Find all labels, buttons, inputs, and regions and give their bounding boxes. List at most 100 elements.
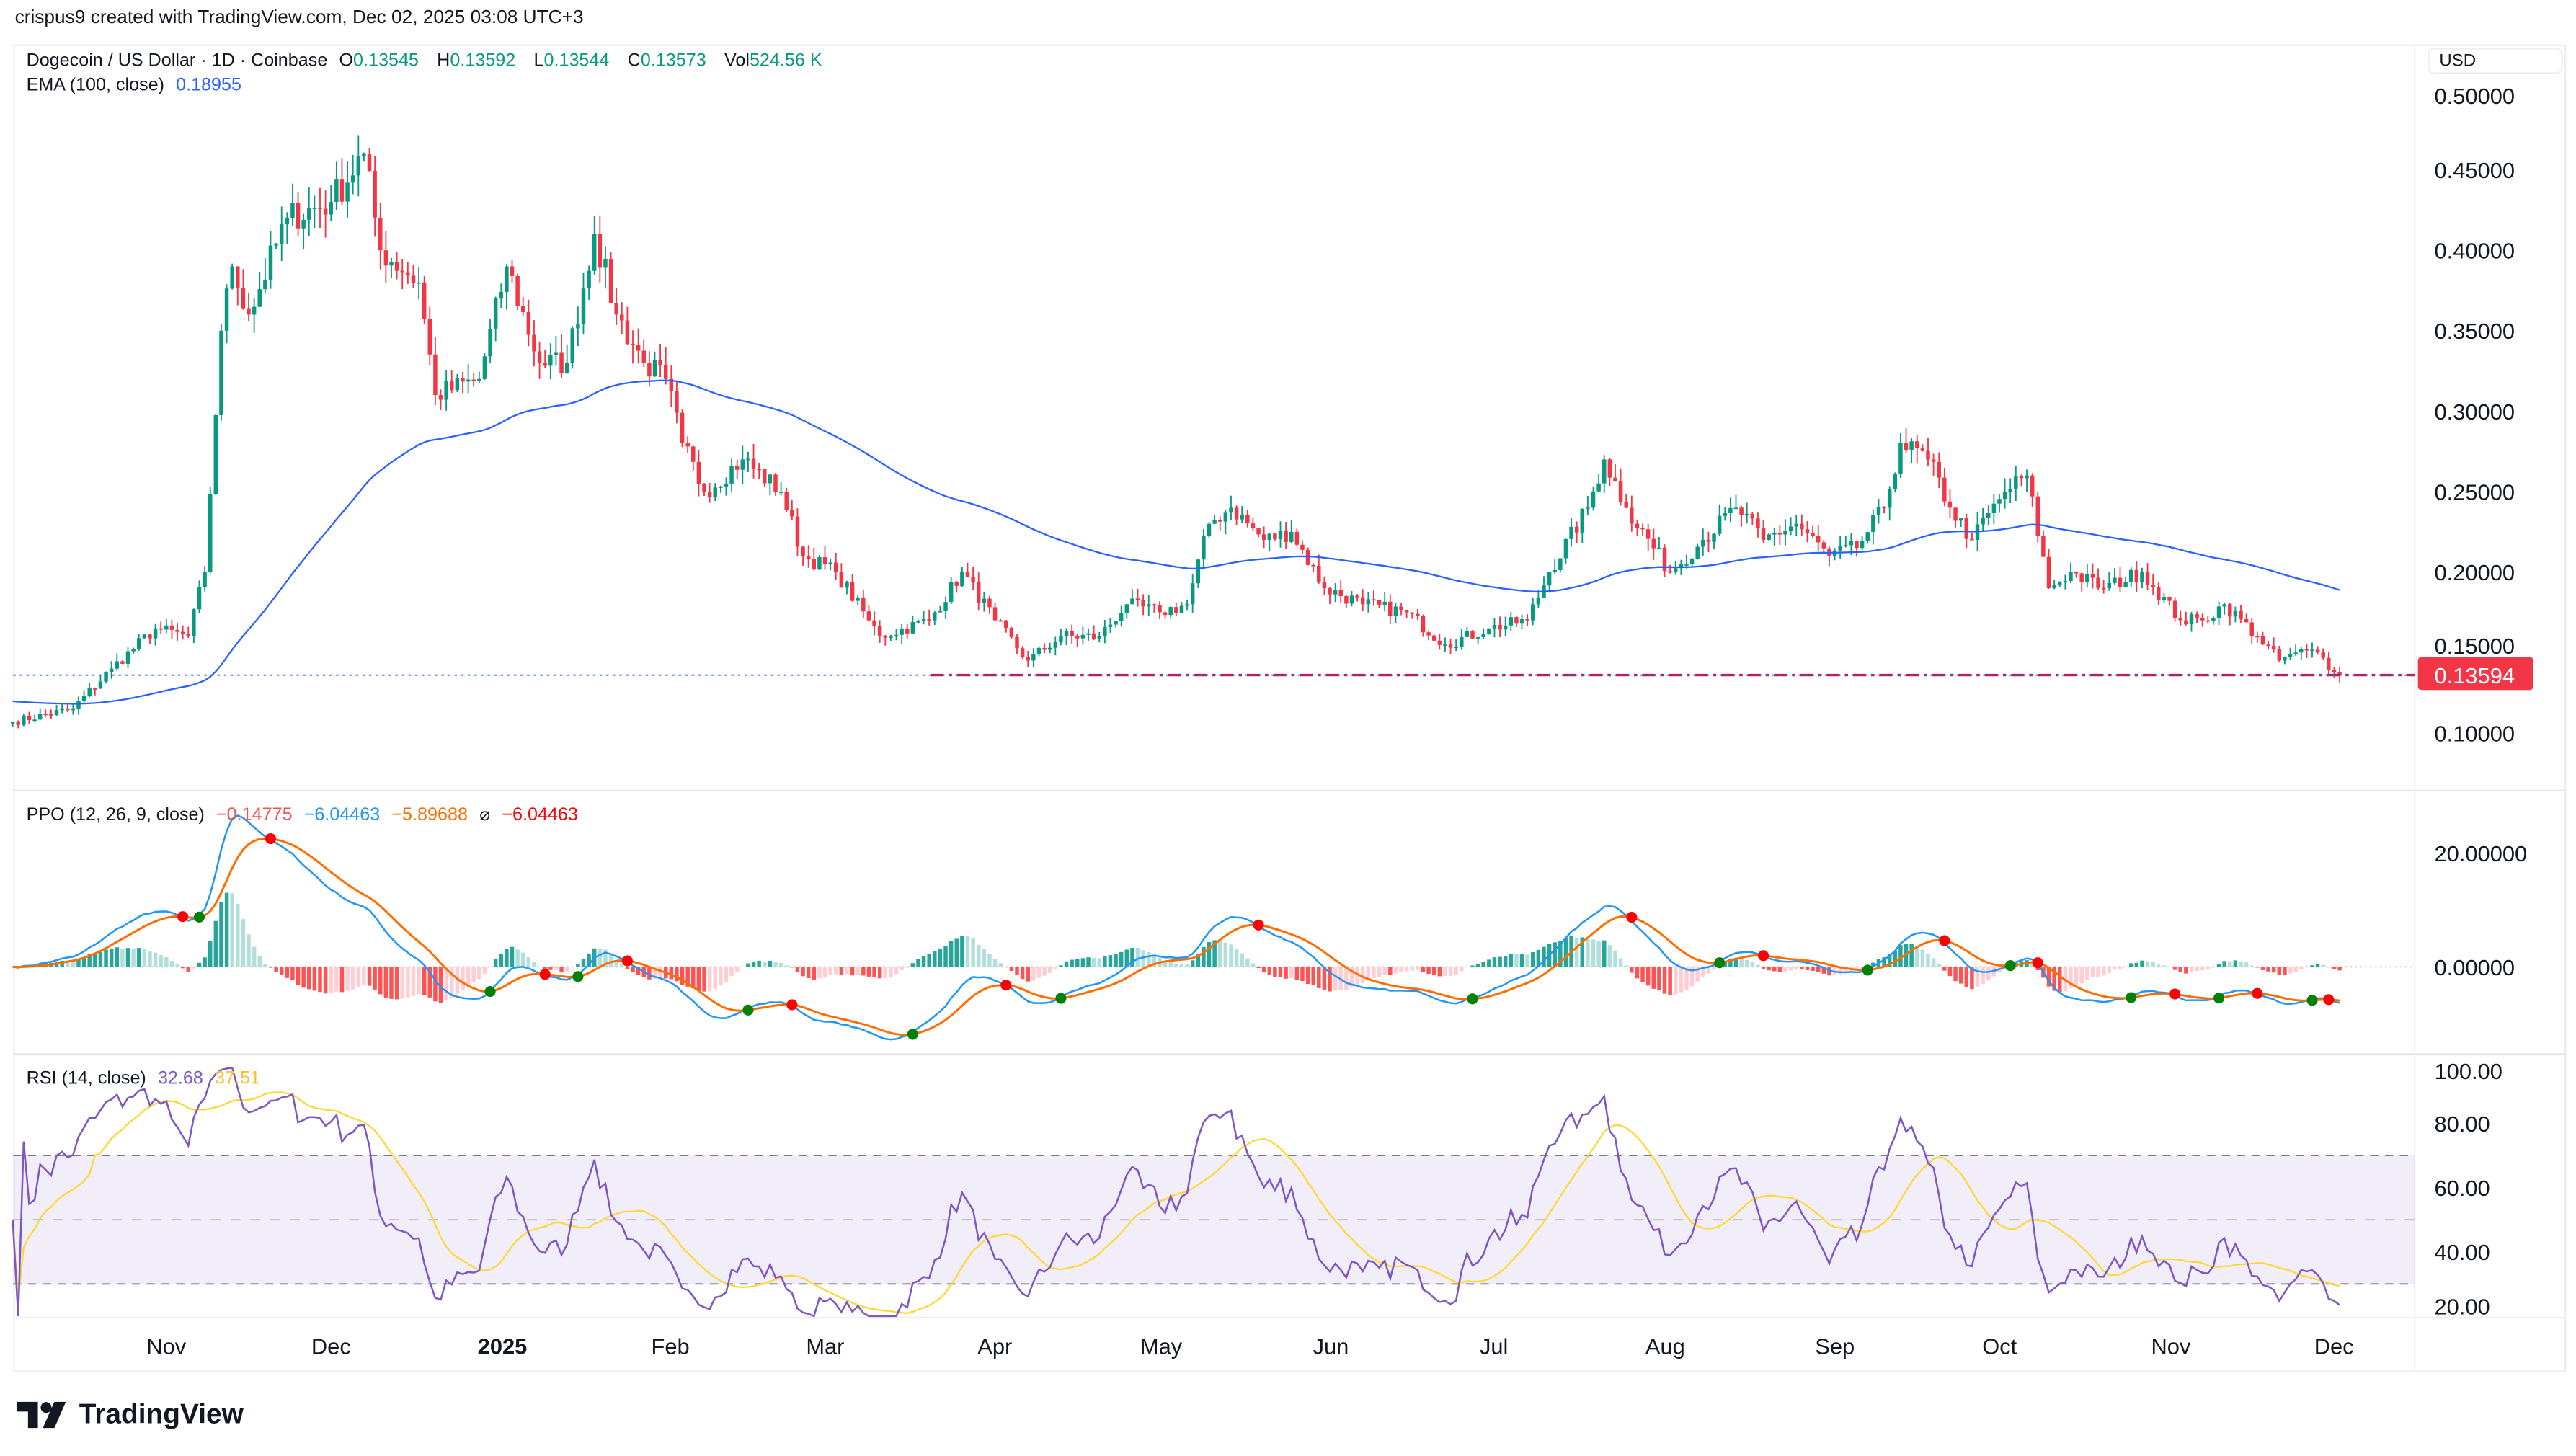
ppo-bullish-cross-marker — [193, 911, 205, 923]
ppo-hist-bar — [252, 946, 257, 967]
candle-body — [136, 638, 141, 649]
ppo-hist-bar — [2288, 967, 2293, 974]
ppo-hist-bar — [389, 967, 394, 999]
candle-body — [1431, 635, 1436, 641]
candle-body — [197, 587, 202, 610]
ppo-hist-bar — [1679, 967, 1684, 993]
ppo-hist-bar — [1388, 967, 1393, 976]
candle-body — [631, 344, 635, 345]
candle-body — [845, 582, 849, 588]
candle-body — [1015, 636, 1019, 649]
ppo-hist-bar — [450, 967, 454, 998]
ppo-hist-bar — [192, 967, 196, 969]
candle-body — [1876, 507, 1881, 515]
candle-body — [2151, 585, 2155, 587]
candle-body — [987, 598, 992, 608]
candle-body — [1574, 526, 1579, 533]
candle-body — [1196, 559, 1201, 584]
ppo-hist-bar — [2244, 962, 2249, 967]
ppo-hist-bar — [2113, 967, 2117, 970]
candle-body — [2315, 649, 2320, 653]
ppo-hist-bar — [98, 951, 103, 967]
candle-body — [192, 609, 196, 636]
ppo-hist-bar — [1651, 967, 1656, 989]
rsi-tick: 80.00 — [2435, 1111, 2490, 1137]
ppo-hist-bar — [1355, 967, 1359, 985]
candle-body — [1689, 559, 1695, 564]
ppo-hist-bar — [1607, 945, 1612, 967]
time-tick: Aug — [1645, 1333, 1685, 1359]
candle-body — [1553, 569, 1557, 572]
ppo-hist-bar — [1031, 967, 1036, 981]
candle-body — [2096, 577, 2100, 588]
candle-body — [213, 414, 218, 494]
time-tick: Nov — [2151, 1333, 2190, 1359]
ppo-hist-bar — [2315, 964, 2320, 967]
ppo-hist-bar — [2074, 967, 2079, 985]
candle-body — [2063, 581, 2068, 582]
ppo-hist-bar — [1811, 967, 1815, 971]
candle-body — [2008, 489, 2012, 492]
candle-body — [1514, 617, 1519, 624]
candle-body — [636, 345, 641, 351]
candle-body — [1234, 507, 1239, 520]
ppo-hist-bar — [987, 953, 992, 967]
ppo-hist-bar — [1349, 967, 1354, 987]
candle-body — [1487, 628, 1491, 635]
ppo-hist-bar — [2249, 965, 2254, 967]
tradingview-logo[interactable]: TradingView — [16, 1398, 244, 1431]
ppo-hist-bar — [691, 967, 696, 989]
ppo-hist-bar — [2184, 967, 2188, 974]
candle-body — [1218, 520, 1222, 522]
ppo-hist-bar — [1563, 938, 1568, 967]
candle-body — [1355, 595, 1359, 598]
candle-body — [570, 328, 575, 363]
rsi-legend[interactable]: RSI (14, close) 32.68 37.51 — [27, 1069, 267, 1088]
candle-body — [1684, 564, 1689, 566]
candle-body — [1909, 441, 1914, 450]
candle-body — [1031, 654, 1036, 661]
ppo-hist-bar — [757, 960, 761, 967]
ppo-hist-bar — [1728, 959, 1733, 967]
candle-body — [334, 179, 339, 203]
ppo-hist-bar — [1673, 967, 1678, 995]
ppo-hist-bar — [724, 967, 729, 982]
price-tick: 0.15000 — [2435, 634, 2515, 659]
time-tick: Feb — [651, 1333, 689, 1359]
ppo-hist-bar — [350, 967, 355, 990]
ppo-hist-bar — [1481, 962, 1485, 967]
rsi-ma-line — [12, 1091, 2340, 1315]
ppo-hist-bar — [323, 967, 328, 994]
currency-selector[interactable]: USD — [2428, 48, 2563, 74]
candle-body — [763, 469, 767, 484]
candle-body — [1261, 534, 1266, 540]
candle-body — [164, 625, 169, 630]
candle-body — [795, 516, 800, 547]
ppo-legend[interactable]: PPO (12, 26, 9, close) −0.14775 −6.04463… — [27, 804, 585, 825]
candle-body — [2283, 657, 2287, 661]
ppo-hist-bar — [801, 967, 805, 977]
ppo-hist-bar — [1981, 967, 1985, 985]
candle-body — [1416, 613, 1420, 616]
candle-body — [707, 492, 712, 497]
candle-body — [471, 379, 476, 381]
ppo-hist-bar — [400, 967, 404, 999]
ppo-hist-bar — [2057, 967, 2062, 993]
candle-body — [71, 709, 76, 711]
ppo-hist-bar — [505, 948, 509, 967]
ppo-hist-bar — [960, 936, 964, 967]
ema-legend[interactable]: EMA (100, close) 0.18955 — [27, 76, 249, 95]
ppo-hist-bar — [247, 934, 251, 967]
ppo-hist-bar — [2228, 961, 2232, 967]
candle-body — [2222, 604, 2226, 607]
symbol-legend[interactable]: Dogecoin / US Dollar · 1D · Coinbase O0.… — [27, 51, 835, 71]
last-price-label: 0.13594 — [2435, 663, 2515, 688]
ppo-hist-bar — [1689, 967, 1695, 987]
candle-body — [921, 619, 926, 621]
ppo-hist-bar — [982, 949, 987, 967]
ppo-hist-bar — [362, 967, 366, 986]
candle-body — [378, 217, 383, 251]
ppo-histogram — [10, 892, 2342, 1003]
ppo-signal-line — [12, 837, 2340, 1036]
